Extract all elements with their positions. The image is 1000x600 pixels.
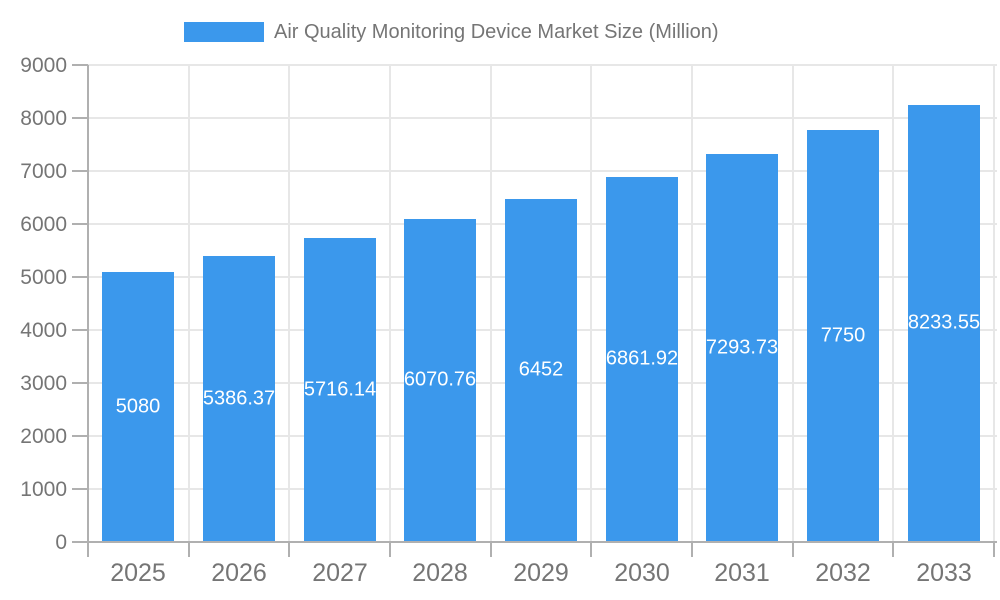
bar-value-label: 5716.14 [304, 378, 376, 400]
bar-2029[interactable]: 6452 [505, 199, 577, 541]
y-axis-tick [72, 435, 88, 437]
y-axis-tick-label: 8000 [20, 107, 67, 130]
x-axis-tick [892, 542, 895, 557]
x-axis-line [87, 541, 997, 543]
x-axis-tick [691, 542, 693, 557]
y-axis-tick [72, 170, 88, 172]
y-axis-tick-label: 9000 [20, 54, 67, 77]
gridline-vertical [590, 65, 593, 542]
legend-swatch-icon [184, 22, 264, 42]
x-axis-tick [489, 542, 492, 557]
x-axis-tick-label: 2028 [412, 559, 468, 587]
y-axis-tick [72, 382, 88, 384]
y-axis-tick-label: 6000 [20, 213, 67, 236]
chart-legend[interactable]: Air Quality Monitoring Device Market Siz… [184, 19, 719, 45]
x-axis-tick-label: 2031 [714, 559, 770, 587]
x-axis-tick-label: 2025 [110, 559, 166, 587]
bar-value-label: 6861.92 [606, 347, 678, 370]
gridline-vertical [993, 65, 995, 542]
x-axis-tick-label: 2032 [815, 559, 871, 587]
x-axis-tick [389, 542, 391, 557]
legend-label: Air Quality Monitoring Device Market Siz… [274, 21, 719, 43]
bar-2032[interactable]: 7750 [807, 130, 879, 541]
bar-value-label: 6452 [518, 358, 564, 381]
x-axis-tick [187, 542, 190, 557]
gridline-vertical [489, 65, 492, 542]
gridline-vertical [691, 65, 693, 542]
y-axis-tick [72, 488, 88, 490]
gridline-horizontal [88, 64, 997, 66]
bar-2033[interactable]: 8233.55 [908, 105, 980, 541]
y-axis-tick-label: 7000 [20, 160, 67, 183]
bar-2025[interactable]: 5080 [102, 272, 174, 541]
x-axis-tick-label: 2027 [312, 559, 368, 587]
gridline-horizontal [88, 117, 997, 119]
bar-value-label: 5080 [115, 395, 161, 417]
y-axis-tick [72, 64, 88, 66]
y-axis-tick [72, 223, 88, 225]
gridline-vertical [187, 65, 190, 542]
y-axis-tick-label: 2000 [20, 425, 67, 448]
y-axis-tick-label: 4000 [20, 319, 67, 342]
bar-value-label: 7750 [820, 324, 866, 346]
y-axis-tick [72, 541, 88, 543]
y-axis-tick [72, 276, 88, 278]
x-axis-tick-label: 2033 [916, 559, 972, 587]
y-axis-tick-label: 5000 [20, 266, 67, 289]
x-axis-tick [993, 542, 995, 557]
y-axis-tick [72, 117, 88, 119]
y-axis-tick [72, 329, 88, 331]
bar-2027[interactable]: 5716.14 [304, 238, 376, 541]
x-axis-tick [288, 542, 291, 557]
gridline-horizontal [88, 170, 997, 172]
x-axis-tick-label: 2030 [614, 559, 670, 587]
bar-value-label: 7293.73 [706, 336, 778, 358]
bar-2026[interactable]: 5386.37 [203, 256, 275, 541]
y-axis-tick-label: 0 [55, 531, 67, 554]
gridline-vertical [389, 65, 391, 542]
gridline-vertical [892, 65, 895, 542]
bar-value-label: 5386.37 [203, 387, 275, 409]
x-axis-tick [590, 542, 593, 557]
bar-value-label: 6070.76 [404, 368, 476, 391]
y-axis-line [87, 65, 89, 557]
bar-2028[interactable]: 6070.76 [404, 219, 476, 541]
y-axis-tick-label: 1000 [20, 478, 67, 501]
bar-2030[interactable]: 6861.92 [606, 177, 678, 541]
bar-value-label: 8233.55 [908, 311, 980, 334]
x-axis-tick-label: 2026 [211, 559, 267, 587]
bar-2031[interactable]: 7293.73 [706, 154, 778, 541]
gridline-vertical [288, 65, 291, 542]
x-axis-tick-label: 2029 [513, 559, 569, 587]
gridline-vertical [791, 65, 794, 542]
x-axis-tick [791, 542, 794, 557]
y-axis-tick-label: 3000 [20, 372, 67, 395]
